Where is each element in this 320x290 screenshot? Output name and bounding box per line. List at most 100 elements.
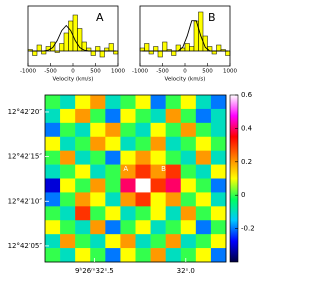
map-cell <box>180 164 197 179</box>
map-cell <box>105 206 121 221</box>
spectrum-bar <box>63 32 69 52</box>
map-cell <box>180 150 197 165</box>
source-label: B <box>161 165 166 173</box>
map-cell <box>195 248 212 263</box>
map-cell <box>195 206 212 221</box>
map-cell <box>60 178 76 193</box>
x-tick-label: -500 <box>44 69 57 75</box>
x-axis-label: Velocity (km/s) <box>165 77 206 83</box>
map-cell <box>210 178 227 193</box>
map-cell <box>45 206 61 221</box>
map-cell <box>180 136 197 151</box>
map-cell <box>135 234 151 249</box>
x-tick-label: 0 <box>183 69 187 75</box>
map-cell <box>105 220 121 235</box>
map-cell <box>210 192 227 207</box>
map-cell <box>75 178 91 193</box>
map-cell <box>165 108 182 124</box>
map-cell <box>165 192 182 207</box>
map-cell <box>90 122 106 138</box>
spectrum-bar <box>36 44 42 52</box>
map-cell <box>75 192 91 207</box>
source-label: A <box>123 165 128 173</box>
map-cell <box>45 136 61 151</box>
colorbar-label: 0.6 <box>241 91 253 99</box>
map-cell <box>210 122 227 138</box>
map-cell <box>120 220 136 235</box>
spectrum-bar <box>99 50 105 58</box>
map-cell <box>150 206 166 221</box>
map-cell <box>75 234 91 249</box>
map-cell <box>75 108 91 124</box>
x-tick-label: -1000 <box>132 69 148 75</box>
map-cell <box>180 248 197 263</box>
map-cell <box>135 108 151 124</box>
map-cell <box>90 178 106 193</box>
map-cell <box>120 178 136 193</box>
map-cell <box>150 220 166 235</box>
map-cell <box>60 136 76 151</box>
map-cell <box>60 108 76 124</box>
spectrum-bar <box>32 50 38 56</box>
map-cell <box>210 220 227 235</box>
map-cell <box>105 150 121 165</box>
map-cell <box>45 178 61 193</box>
map-cell <box>120 136 136 151</box>
plot-frame <box>139 5 231 67</box>
y-tick-label: 12°42′20″ <box>8 108 43 116</box>
map-cell <box>195 234 212 249</box>
map-cell <box>165 122 182 138</box>
map-cell <box>90 150 106 165</box>
map-cell <box>165 136 182 151</box>
map-cell <box>135 248 151 263</box>
map-cell <box>90 164 106 179</box>
spectrum-bar <box>207 46 213 52</box>
map-cell <box>90 136 106 151</box>
colorbar-label: -0.2 <box>241 225 255 233</box>
colorbar-label: 0.4 <box>241 124 253 132</box>
map-cell <box>120 248 136 263</box>
map-cell <box>210 206 227 221</box>
map-cell <box>165 164 182 179</box>
spectrum-bar <box>68 20 74 52</box>
map-cell <box>150 122 166 138</box>
map-cell <box>75 248 91 263</box>
map-cell <box>60 164 76 179</box>
x-tick-label: 1000 <box>111 69 125 75</box>
map-cell <box>105 178 121 193</box>
map-cell <box>135 164 151 179</box>
map-cell <box>135 192 151 207</box>
map-cell <box>135 206 151 221</box>
map-cell <box>90 234 106 249</box>
map-cell <box>75 95 91 110</box>
map-cell <box>60 122 76 138</box>
map-cell <box>105 164 121 179</box>
map-cell <box>90 220 106 235</box>
spectrum-bar <box>90 50 96 56</box>
map-cell <box>105 122 121 138</box>
map-cell <box>120 108 136 124</box>
map-cell <box>180 178 197 193</box>
map-cell <box>210 136 227 151</box>
map-cell <box>120 206 136 221</box>
spectrum-bar <box>108 43 114 52</box>
x-tick-label: 0 <box>71 69 75 75</box>
colorbar-label: 0 <box>241 191 245 199</box>
map-cell <box>45 234 61 249</box>
map-cell <box>165 220 182 235</box>
map-cell <box>165 150 182 165</box>
map-cell <box>180 234 197 249</box>
spectrum-bar <box>184 43 190 52</box>
map-cell <box>105 234 121 249</box>
figure: -1000 -500 0 500 1000 Velocity (km/s) A -1000 -5… <box>8 5 255 275</box>
map-cell <box>165 95 182 110</box>
map-cell <box>210 150 227 165</box>
map-cell <box>45 248 61 263</box>
map-cell <box>90 95 106 110</box>
x-tick-label: 9ʰ26ᵐ32ˢ.5 <box>75 267 114 275</box>
map-cell <box>45 192 61 207</box>
map-cell <box>180 206 197 221</box>
map-cell <box>60 220 76 235</box>
map-cell <box>150 95 166 110</box>
map-cell <box>150 234 166 249</box>
